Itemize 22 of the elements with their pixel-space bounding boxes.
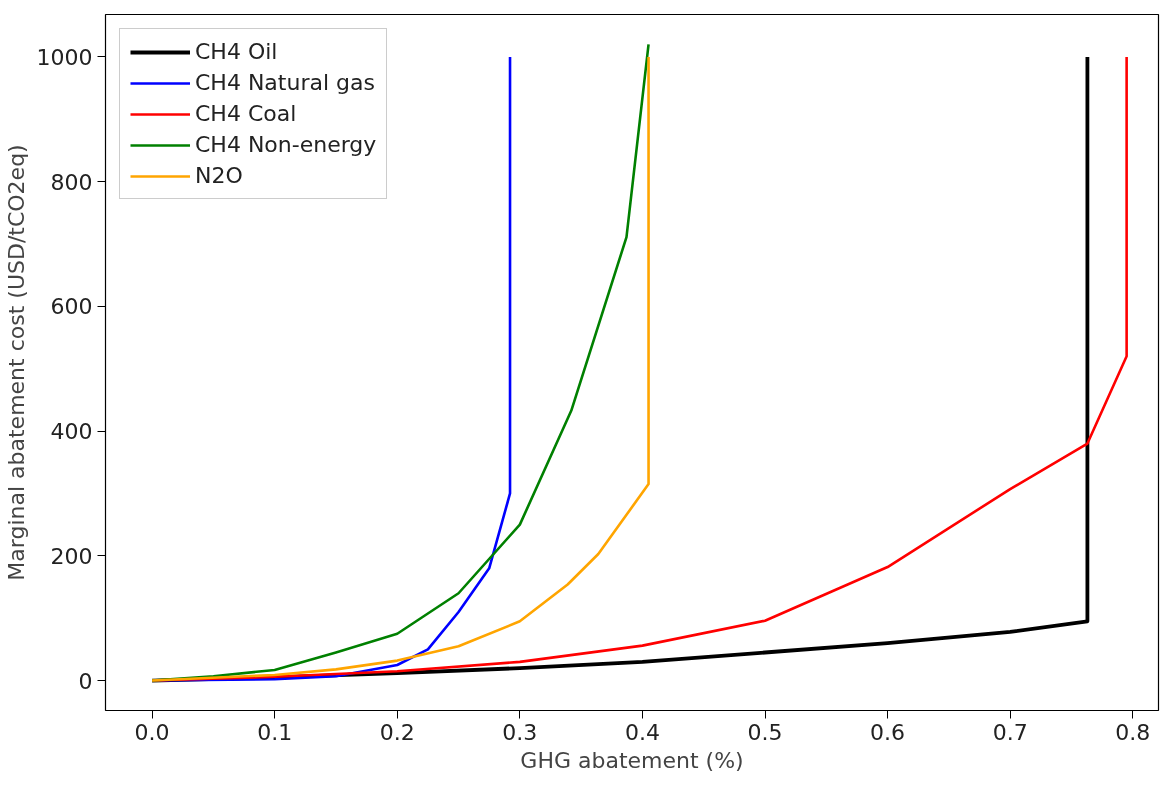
x-tick-label: 0.7 bbox=[992, 719, 1028, 745]
x-tick-label: 0.2 bbox=[379, 719, 415, 745]
x-tick-label: 0.8 bbox=[1115, 719, 1151, 745]
y-tick-label: 800 bbox=[50, 169, 93, 195]
x-tick-label: 0.5 bbox=[747, 719, 783, 745]
y-tick-label: 1000 bbox=[36, 44, 93, 70]
legend-label: CH4 Coal bbox=[195, 101, 297, 126]
x-axis-title: GHG abatement (%) bbox=[520, 747, 744, 773]
legend-label: CH4 Oil bbox=[195, 39, 278, 64]
y-tick-label: 0 bbox=[78, 668, 93, 694]
x-tick-label: 0.3 bbox=[502, 719, 538, 745]
y-tick-label: 200 bbox=[50, 543, 93, 569]
x-tick-label: 0.1 bbox=[257, 719, 293, 745]
x-tick-label: 0.4 bbox=[624, 719, 660, 745]
legend-label: CH4 Natural gas bbox=[195, 70, 375, 95]
x-tick-label: 0.0 bbox=[134, 719, 170, 745]
y-axis-title: Marginal abatement cost (USD/tCO2eq) bbox=[3, 144, 29, 581]
legend-label: N2O bbox=[195, 163, 243, 188]
y-tick-label: 400 bbox=[50, 419, 93, 445]
y-tick-label: 600 bbox=[50, 294, 93, 320]
x-tick-label: 0.6 bbox=[870, 719, 906, 745]
legend-label: CH4 Non-energy bbox=[195, 132, 377, 157]
